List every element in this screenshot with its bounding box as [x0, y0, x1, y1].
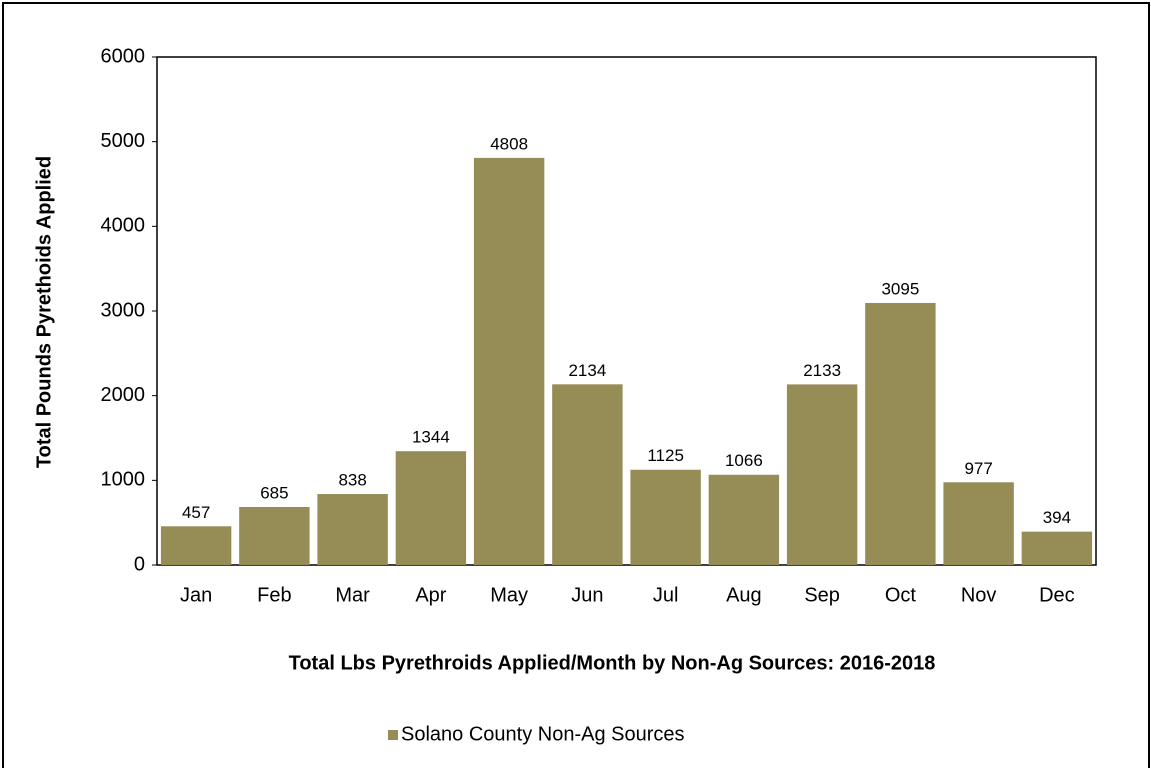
data-label: 1125	[647, 446, 684, 465]
data-label: 4808	[490, 134, 528, 153]
x-tick-label: Feb	[257, 584, 291, 606]
y-tick-label: 0	[134, 553, 145, 575]
data-label: 685	[260, 483, 288, 502]
bar	[786, 384, 858, 565]
bar	[865, 302, 936, 565]
y-tick-label: 1000	[101, 469, 146, 491]
x-tick-label: May	[490, 584, 528, 606]
legend-label: Solano County Non-Ag Sources	[401, 723, 685, 745]
y-tick-label: 2000	[101, 384, 146, 406]
y-tick-label: 4000	[101, 215, 146, 237]
x-tick-label: Jul	[653, 584, 679, 606]
y-tick-label: 5000	[101, 130, 146, 152]
bar	[160, 526, 232, 565]
data-label: 2133	[803, 361, 841, 380]
y-tick-label: 6000	[101, 45, 146, 67]
x-tick-label: Mar	[335, 584, 370, 606]
bar	[317, 494, 388, 565]
x-tick-label: Dec	[1039, 584, 1075, 606]
x-tick-label: Apr	[415, 584, 446, 606]
bar	[239, 507, 310, 565]
x-tick-label: Aug	[726, 584, 762, 606]
x-tick-label: Nov	[961, 584, 997, 606]
data-label: 977	[964, 459, 992, 478]
y-axis-title: Total Pounds Pyrethoids Applied	[33, 156, 55, 468]
data-label: 1066	[725, 451, 763, 470]
legend-swatch	[388, 730, 398, 740]
data-label: 1344	[412, 428, 450, 447]
data-label: 457	[182, 503, 210, 522]
bar	[473, 157, 545, 565]
data-label: 838	[338, 471, 366, 490]
data-label: 2134	[568, 361, 606, 380]
bar	[708, 474, 780, 565]
bar	[1021, 531, 1093, 565]
y-tick-label: 3000	[101, 299, 146, 321]
bar	[630, 469, 701, 565]
x-tick-label: Jan	[180, 584, 212, 606]
bar	[552, 384, 623, 565]
data-label: 394	[1043, 508, 1071, 527]
bar	[395, 451, 467, 565]
x-tick-label: Jun	[571, 584, 603, 606]
bar	[943, 482, 1014, 565]
chart-title: Total Lbs Pyrethroids Applied/Month by N…	[289, 652, 936, 674]
data-label: 3095	[881, 279, 919, 298]
x-tick-label: Oct	[885, 584, 917, 606]
x-tick-label: Sep	[804, 584, 840, 606]
